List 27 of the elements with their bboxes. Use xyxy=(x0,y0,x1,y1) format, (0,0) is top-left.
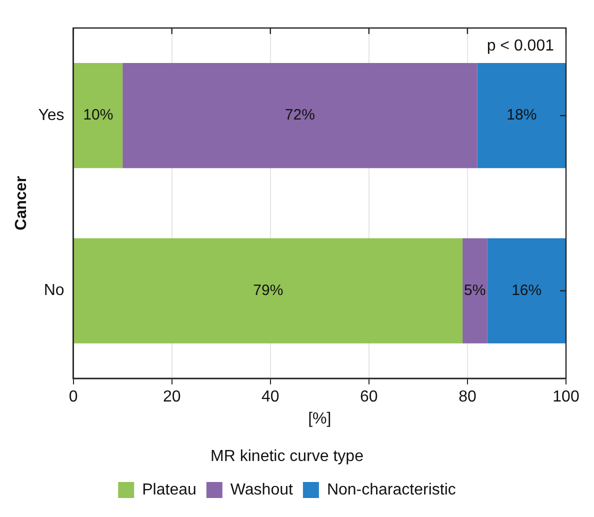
x-tick-label: 100 xyxy=(552,388,580,406)
bar xyxy=(122,63,478,168)
bar xyxy=(477,63,566,168)
annotation: p < 0.001 xyxy=(486,37,554,54)
data-label: 72% xyxy=(284,106,315,124)
x-tick-label: 60 xyxy=(360,388,378,406)
bar xyxy=(74,238,463,344)
x-tick-label: 40 xyxy=(261,388,280,406)
x-tick-label: 80 xyxy=(458,388,476,406)
legend-label: Washout xyxy=(230,481,294,498)
data-label: 10% xyxy=(83,106,114,124)
bar xyxy=(487,238,566,344)
y-axis-title: Cancer xyxy=(13,176,30,230)
data-label: 79% xyxy=(253,282,284,299)
data-label: 18% xyxy=(506,106,537,124)
legend-label: Non-characteristic xyxy=(326,481,456,498)
y-tick-label: No xyxy=(44,282,64,300)
x-axis-title: [%] xyxy=(308,410,332,428)
y-tick-label: Yes xyxy=(38,107,64,124)
bar xyxy=(462,238,488,344)
bar xyxy=(74,63,123,168)
data-label: 16% xyxy=(512,282,542,299)
x-tick-label: 20 xyxy=(162,388,181,406)
x-tick-label: 0 xyxy=(68,388,78,406)
legend-title: MR kinetic curve type xyxy=(210,448,364,466)
legend-label: Plateau xyxy=(142,481,196,498)
data-label: 5% xyxy=(464,282,486,299)
